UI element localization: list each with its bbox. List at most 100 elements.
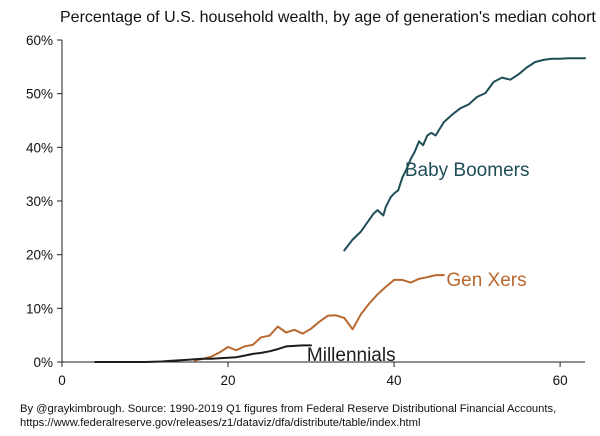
data-point-baby-boomers [426, 134, 428, 137]
data-point-baby-boomers [534, 61, 536, 63]
data-point-baby-boomers [376, 209, 379, 211]
data-point-millennials [185, 359, 188, 361]
data-point-gen-xers [401, 279, 403, 281]
data-point-baby-boomers [468, 103, 470, 105]
data-point-millennials [94, 361, 96, 363]
data-point-baby-boomers [430, 132, 433, 134]
data-point-baby-boomers [559, 58, 561, 60]
y-tick-label: 0% [33, 355, 53, 370]
data-point-baby-boomers [414, 151, 416, 153]
y-tick-label: 10% [26, 301, 53, 316]
data-point-gen-xers [235, 349, 237, 351]
data-point-gen-xers [360, 313, 362, 315]
data-point-millennials [227, 357, 229, 359]
data-point-gen-xers [244, 345, 246, 348]
data-point-gen-xers [327, 315, 329, 317]
x-tick-label: 20 [221, 373, 236, 388]
data-point-baby-boomers [517, 73, 520, 75]
series-label-baby-boomers: Baby Boomers [405, 160, 530, 181]
data-point-millennials [111, 361, 113, 363]
data-point-gen-xers [434, 274, 437, 276]
data-point-millennials [219, 357, 221, 359]
data-point-gen-xers [310, 328, 312, 330]
data-point-gen-xers [418, 278, 420, 280]
x-tick-label: 0 [58, 373, 66, 388]
data-point-baby-boomers [542, 59, 545, 61]
data-point-gen-xers [260, 336, 262, 338]
data-point-gen-xers [443, 274, 445, 276]
data-point-baby-boomers [551, 58, 553, 60]
data-point-gen-xers [293, 329, 296, 331]
data-point-baby-boomers [393, 192, 395, 195]
source-note: By @graykimbrough. Source: 1990-2019 Q1 … [20, 402, 556, 430]
data-point-baby-boomers [459, 107, 462, 109]
y-tick-label: 40% [26, 140, 53, 155]
y-tick-label: 50% [26, 87, 53, 102]
data-point-gen-xers [335, 314, 337, 316]
data-point-gen-xers [368, 302, 370, 305]
data-point-millennials [210, 358, 213, 360]
data-point-baby-boomers [410, 158, 412, 160]
data-point-gen-xers [410, 281, 412, 284]
data-point-baby-boomers [501, 76, 503, 79]
data-point-baby-boomers [434, 134, 437, 137]
data-point-baby-boomers [405, 168, 408, 170]
data-point-millennials [252, 353, 254, 355]
source-line-1: By @graykimbrough. Source: 1990-2019 Q1 … [20, 403, 557, 415]
data-point-gen-xers [318, 321, 320, 323]
data-point-baby-boomers [476, 96, 478, 98]
data-point-millennials [310, 344, 312, 346]
data-point-gen-xers [277, 325, 279, 328]
chart-title: Percentage of U.S. household wealth, by … [60, 9, 596, 26]
data-point-baby-boomers [343, 249, 345, 251]
series-label-gen-xers: Gen Xers [446, 270, 526, 291]
data-point-baby-boomers [567, 57, 569, 59]
data-point-baby-boomers [484, 92, 486, 94]
data-point-baby-boomers [397, 189, 399, 191]
data-point-gen-xers [343, 317, 345, 319]
data-point-millennials [202, 358, 204, 360]
data-point-baby-boomers [382, 214, 384, 217]
data-point-baby-boomers [385, 206, 387, 208]
data-point-baby-boomers [401, 176, 403, 178]
data-point-gen-xers [268, 335, 271, 337]
data-point-millennials [144, 361, 146, 363]
data-point-millennials [285, 345, 287, 348]
data-point-baby-boomers [422, 144, 424, 146]
data-point-baby-boomers [368, 219, 370, 221]
series-line-millennials [94, 344, 312, 363]
data-point-gen-xers [302, 332, 304, 335]
data-point-baby-boomers [493, 81, 495, 83]
data-point-millennials [194, 358, 196, 360]
x-tick-label: 60 [553, 373, 568, 388]
data-point-gen-xers [376, 293, 379, 295]
data-point-millennials [302, 344, 304, 346]
data-point-gen-xers [227, 346, 229, 348]
data-point-baby-boomers [390, 196, 392, 198]
data-point-gen-xers [219, 351, 221, 353]
data-point-baby-boomers [351, 239, 354, 241]
data-point-baby-boomers [451, 113, 453, 116]
x-tick-label: 40 [387, 373, 402, 388]
data-point-millennials [268, 350, 271, 352]
data-point-gen-xers [285, 331, 287, 334]
data-point-baby-boomers [372, 213, 374, 215]
data-point-baby-boomers [360, 230, 362, 233]
data-point-millennials [177, 359, 179, 361]
data-point-millennials [244, 354, 246, 357]
data-point-gen-xers [210, 356, 213, 358]
y-tick-label: 20% [26, 248, 53, 263]
y-tick-label: 60% [26, 33, 53, 48]
data-point-gen-xers [252, 344, 254, 346]
data-point-millennials [161, 360, 163, 363]
data-point-millennials [127, 361, 130, 363]
y-tick-label: 30% [26, 194, 53, 209]
data-point-baby-boomers [584, 57, 586, 59]
data-point-baby-boomers [418, 140, 420, 143]
series-line-baby-boomers [343, 57, 586, 252]
data-point-millennials [235, 356, 237, 358]
data-point-gen-xers [426, 276, 428, 278]
data-point-millennials [260, 352, 262, 354]
data-point-millennials [169, 360, 171, 362]
